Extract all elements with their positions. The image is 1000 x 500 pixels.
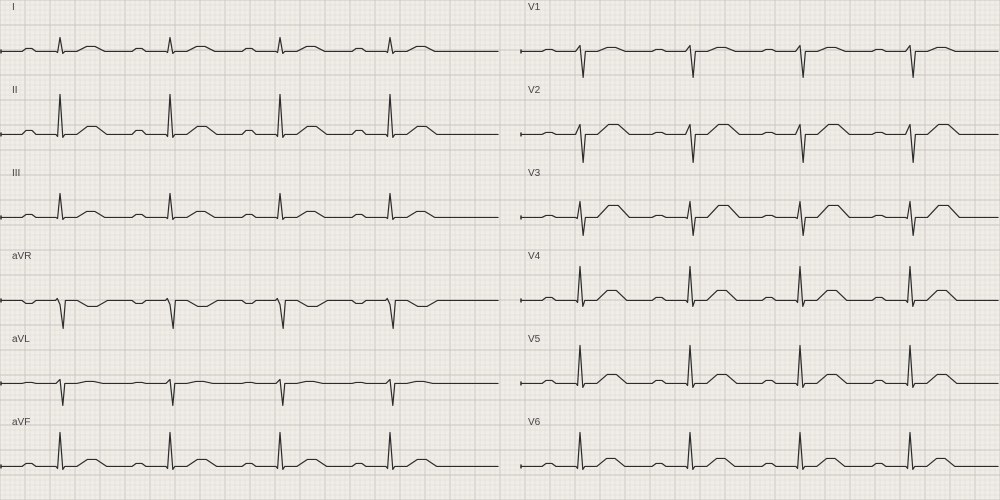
ecg-svg [0, 0, 1000, 500]
ecg-chart: IIIIIIaVRaVLaVFV1V2V3V4V5V6 [0, 0, 1000, 500]
